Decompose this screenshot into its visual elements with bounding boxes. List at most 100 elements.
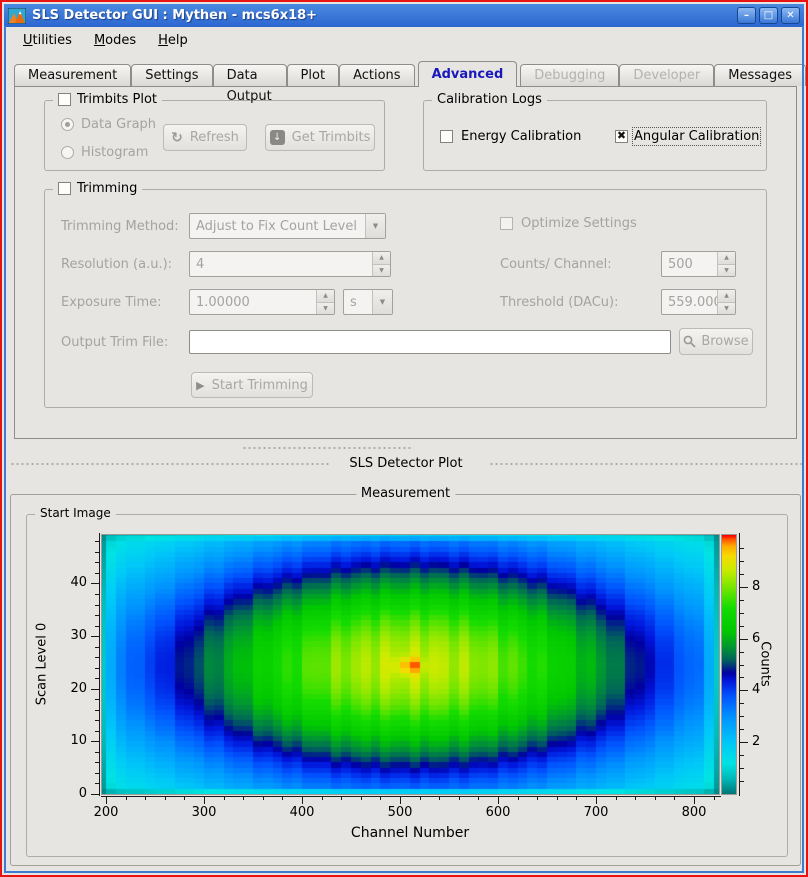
dock-handle-left[interactable] — [10, 462, 330, 466]
colorbar-minor-tick — [740, 677, 744, 679]
calibration-logs-group-title: Calibration Logs — [432, 92, 547, 107]
exposure-time-spinbox[interactable]: 1.00000 ▲ ▼ — [189, 289, 335, 315]
trimming-checkbox[interactable] — [58, 182, 71, 195]
y-tick — [91, 636, 99, 638]
tab-messages[interactable]: Messages — [714, 64, 806, 86]
tab-advanced[interactable]: Advanced — [417, 61, 518, 87]
tab-settings[interactable]: Settings — [131, 64, 213, 86]
spin-arrows-icon[interactable]: ▲ ▼ — [372, 252, 390, 276]
trimming-method-combobox[interactable]: Adjust to Fix Count Level ▼ — [189, 213, 386, 239]
energy-calibration-checkbox[interactable] — [440, 130, 453, 143]
y-minor-tick — [95, 572, 99, 574]
menu-modes[interactable]: Modes — [93, 33, 137, 48]
splitter-handle[interactable] — [242, 446, 412, 450]
minimize-button[interactable]: – — [737, 7, 756, 24]
optimize-settings-checkbox[interactable] — [500, 217, 513, 230]
y-axis-line — [99, 533, 100, 796]
angular-calibration-checkbox[interactable] — [615, 129, 628, 143]
x-minor-tick — [360, 796, 362, 800]
spin-arrows-icon[interactable]: ▲ ▼ — [316, 290, 334, 314]
data-graph-radio-row[interactable]: Data Graph — [61, 117, 156, 132]
x-axis-title: Channel Number — [350, 825, 470, 841]
y-minor-tick — [95, 646, 99, 648]
refresh-button[interactable]: ↻ Refresh — [163, 124, 247, 151]
browse-button[interactable]: Browse — [679, 328, 753, 355]
x-minor-tick — [282, 796, 284, 800]
browse-button-label: Browse — [701, 334, 749, 349]
data-graph-radio[interactable] — [61, 118, 74, 131]
title-bar[interactable]: SLS Detector GUI : Mythen - mcs6x18+ – □… — [4, 4, 804, 27]
menu-utilities[interactable]: Utilities — [23, 33, 72, 48]
exposure-unit-combobox[interactable]: s ▼ — [343, 289, 393, 315]
tab-measurement[interactable]: Measurement — [14, 64, 132, 86]
y-minor-tick — [95, 751, 99, 753]
menu-help[interactable]: Help — [158, 33, 188, 48]
resolution-spinbox[interactable]: 4 ▲ ▼ — [189, 251, 391, 277]
energy-calibration-label: Energy Calibration — [461, 129, 582, 144]
tab-developer: Developer — [619, 64, 715, 86]
tab-plot[interactable]: Plot — [286, 64, 340, 86]
x-minor-tick — [419, 796, 421, 800]
optimize-settings-label: Optimize Settings — [521, 216, 637, 231]
colorbar-canvas — [721, 534, 737, 795]
start-image-group-title: Start Image — [35, 506, 116, 520]
start-trimming-button[interactable]: ▶ Start Trimming — [191, 372, 313, 398]
y-minor-tick — [95, 699, 99, 701]
colorbar-tick — [740, 638, 748, 640]
y-tick-label: 20 — [70, 680, 87, 696]
counts-channel-spinbox[interactable]: 500 ▲ ▼ — [661, 251, 736, 277]
x-minor-tick — [556, 796, 558, 800]
colorbar-tick — [740, 742, 748, 744]
trimming-method-label: Trimming Method: — [61, 219, 179, 234]
y-minor-tick — [95, 562, 99, 564]
y-minor-tick — [95, 730, 99, 732]
optimize-settings-row[interactable]: Optimize Settings — [500, 216, 637, 231]
calibration-logs-label: Calibration Logs — [437, 92, 542, 107]
tab-actions[interactable]: Actions — [339, 64, 415, 86]
resolution-value: 4 — [196, 256, 205, 272]
y-minor-tick — [95, 772, 99, 774]
x-minor-tick — [341, 796, 343, 800]
spin-arrows-icon[interactable]: ▲ ▼ — [717, 290, 735, 314]
trimming-group-title: Trimming — [53, 181, 143, 196]
x-tick-label: 300 — [191, 805, 217, 820]
start-image-group: Start Image — [26, 506, 788, 857]
resolution-label: Resolution (a.u.): — [61, 257, 173, 272]
measurement-group: Measurement — [10, 486, 801, 866]
y-tick — [91, 794, 99, 795]
histogram-radio-row[interactable]: Histogram — [61, 145, 148, 160]
x-tick-label: 700 — [583, 805, 609, 820]
trimbits-plot-label: Trimbits Plot — [77, 92, 158, 107]
histogram-radio[interactable] — [61, 146, 74, 159]
y-minor-tick — [95, 783, 99, 785]
spin-arrows-icon[interactable]: ▲ ▼ — [717, 252, 735, 276]
measurement-group-title: Measurement — [355, 486, 456, 501]
exposure-time-label: Exposure Time: — [61, 295, 162, 310]
refresh-button-label: Refresh — [189, 130, 239, 145]
x-minor-tick — [125, 796, 127, 800]
close-button[interactable]: ✕ — [781, 7, 800, 24]
x-tick-label: 400 — [289, 805, 315, 820]
tab-bar: Measurement Settings Data Output Plot Action… — [14, 60, 806, 104]
angular-calibration-row[interactable]: Angular Calibration — [615, 127, 762, 146]
x-tick — [204, 796, 205, 804]
trimbits-plot-checkbox[interactable] — [58, 93, 71, 106]
app-icon — [8, 7, 26, 24]
counts-channel-value: 500 — [668, 256, 693, 272]
get-trimbits-button-label: Get Trimbits — [291, 130, 371, 145]
threshold-spinbox[interactable]: 559.000 ▲ ▼ — [661, 289, 736, 315]
y-minor-tick — [95, 615, 99, 617]
colorbar-minor-tick — [740, 560, 744, 562]
dock-handle-right[interactable] — [489, 462, 802, 466]
x-minor-tick — [184, 796, 186, 800]
y-minor-tick — [95, 667, 99, 669]
energy-calibration-row[interactable]: Energy Calibration — [440, 129, 581, 144]
get-trimbits-button[interactable]: ↓ Get Trimbits — [265, 124, 375, 151]
colorbar-minor-tick — [740, 625, 744, 627]
maximize-button[interactable]: □ — [759, 7, 778, 24]
heatmap-canvas[interactable] — [101, 534, 720, 795]
colorbar-minor-tick — [740, 547, 744, 549]
window-title: SLS Detector GUI : Mythen - mcs6x18+ — [32, 8, 318, 23]
tab-data-output[interactable]: Data Output — [212, 64, 287, 104]
output-trim-file-input[interactable] — [189, 330, 671, 354]
